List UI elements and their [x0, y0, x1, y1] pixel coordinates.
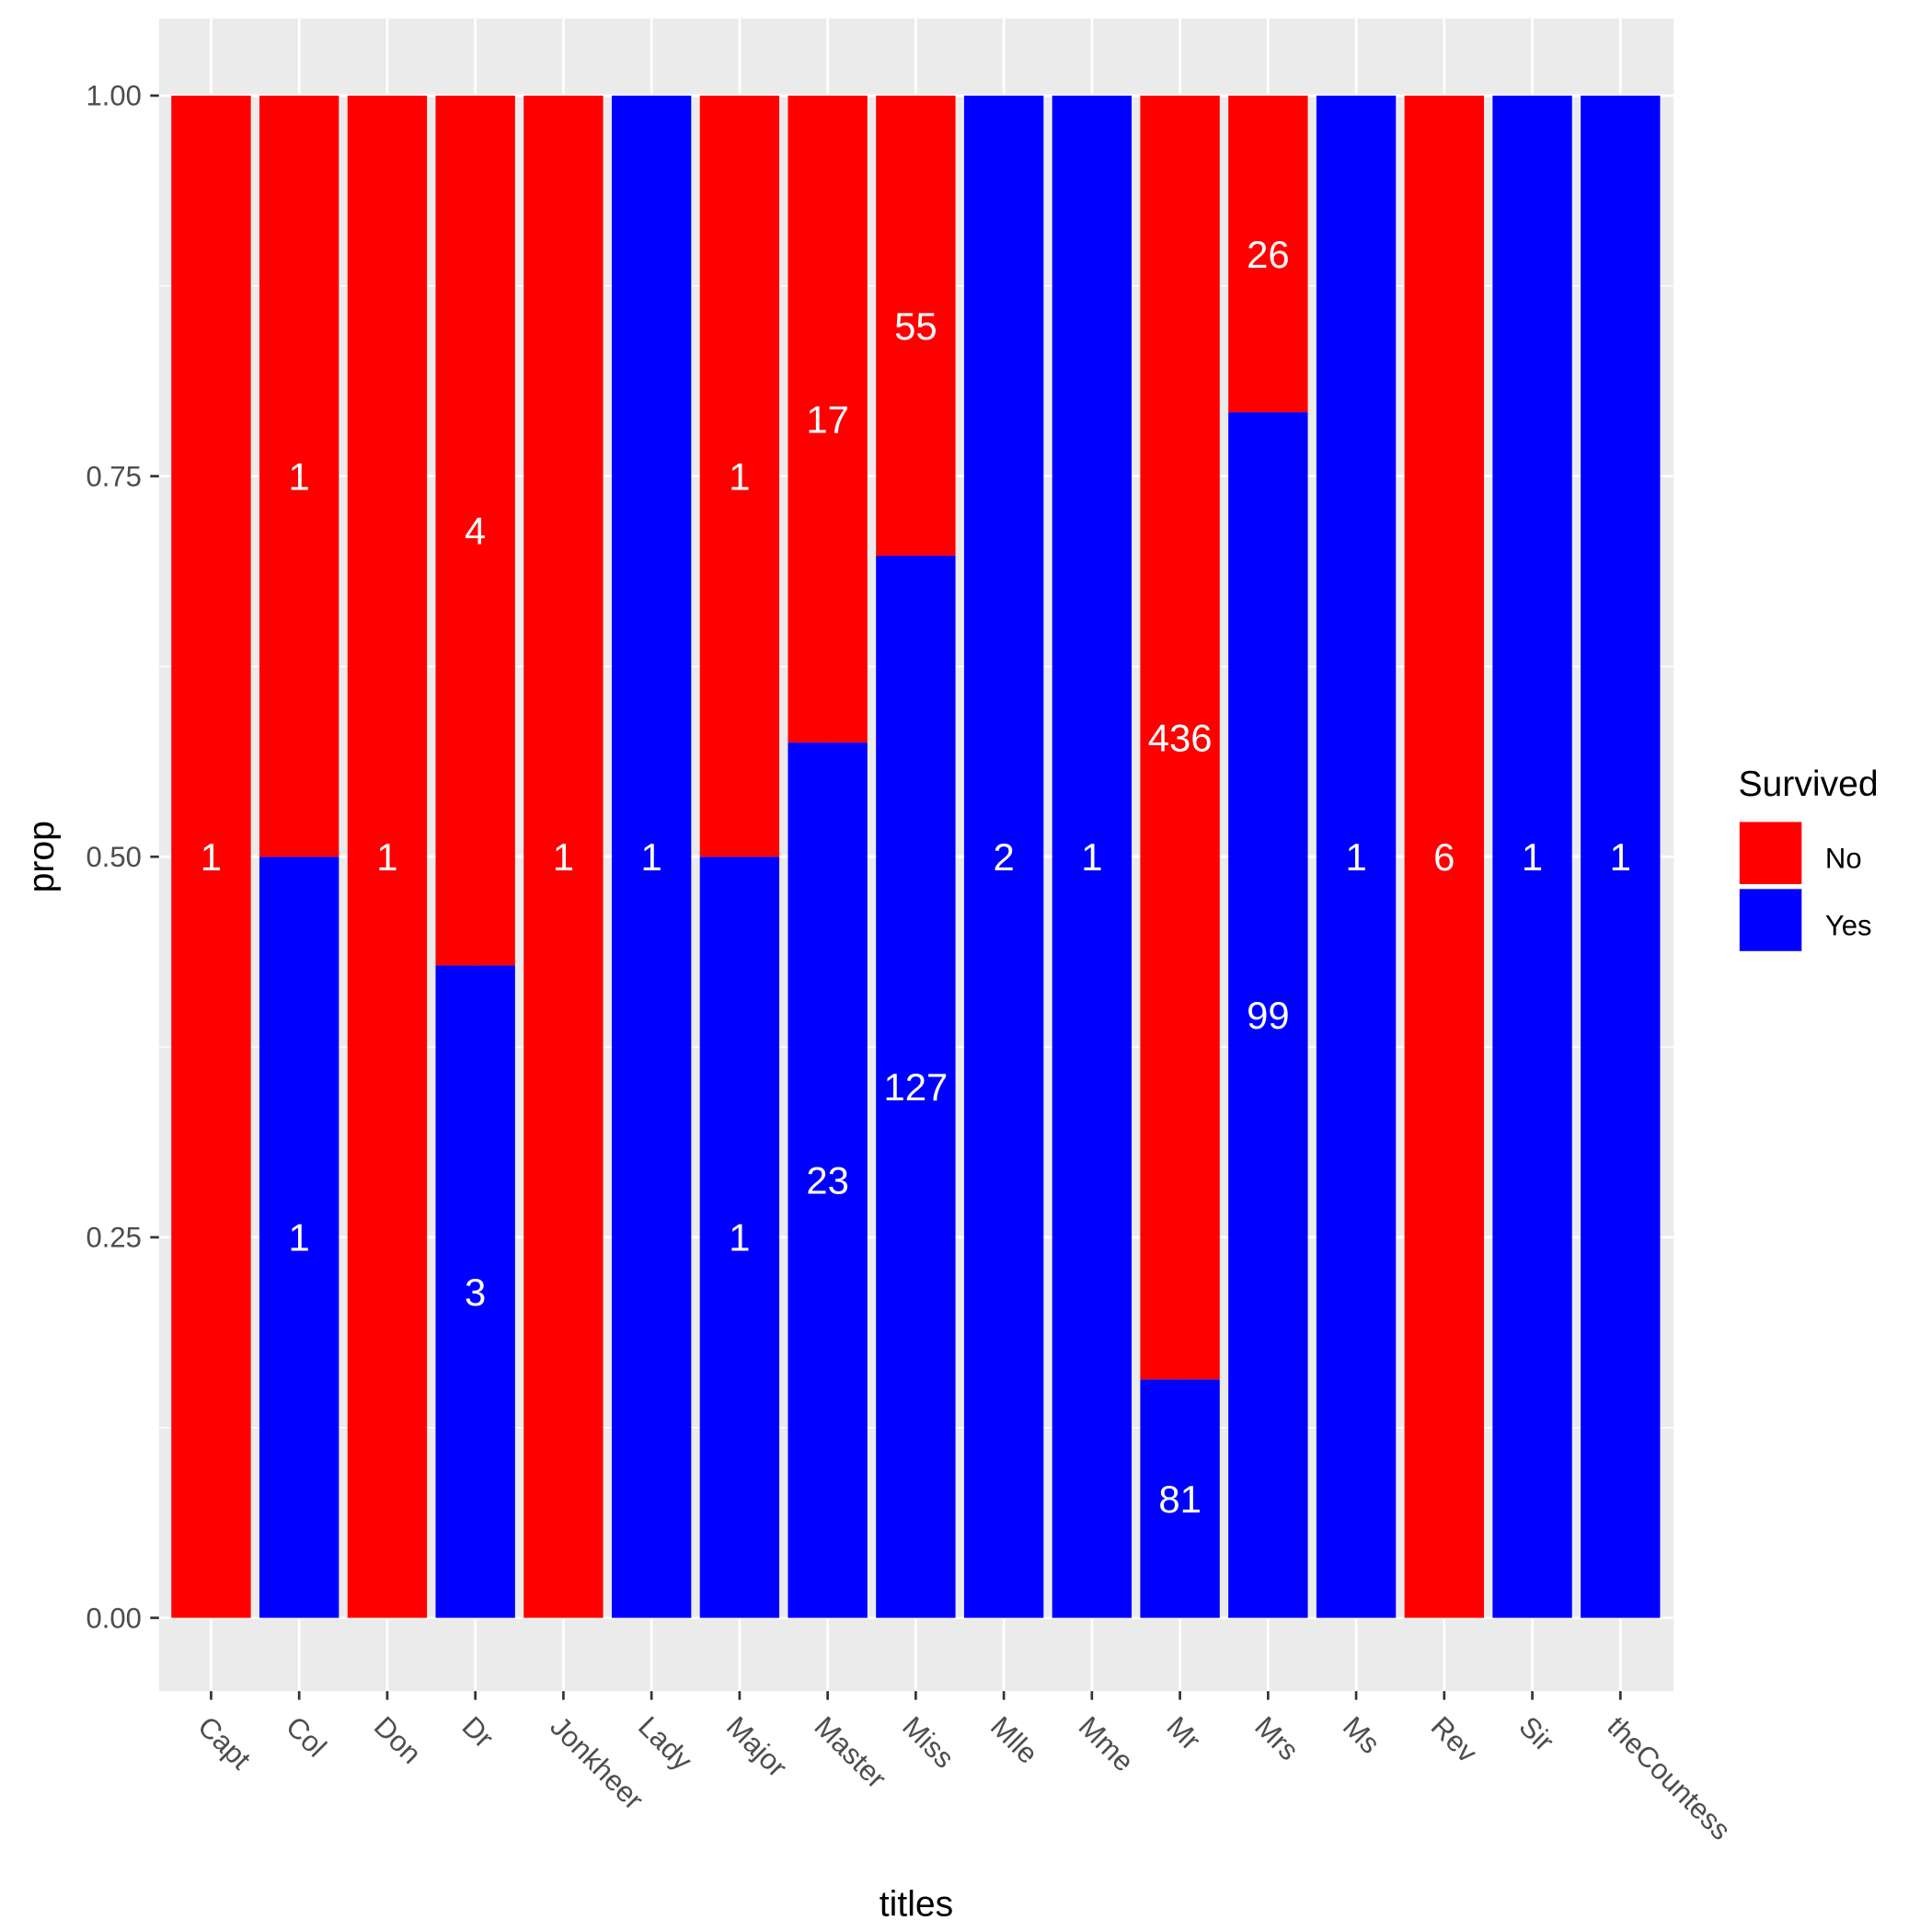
bar-label-yes: 127: [883, 1065, 948, 1109]
y-tick-label: 0.25: [86, 1222, 141, 1254]
bar-no: [1404, 95, 1485, 1618]
bar-label-yes: 81: [1158, 1478, 1202, 1521]
bar-label-no: 1: [289, 454, 310, 498]
bar-label-no: 1: [553, 835, 574, 879]
bar-no: [523, 95, 604, 1618]
x-tick-label: Capt: [191, 1710, 257, 1776]
bar-yes: [788, 742, 868, 1618]
legend-label-yes: Yes: [1825, 909, 1872, 941]
legend-key-yes: [1739, 889, 1802, 951]
x-tick-label: Major: [720, 1710, 794, 1784]
bar-no: [347, 95, 428, 1618]
bar-yes: [1052, 95, 1133, 1618]
bar-label-no: 436: [1148, 716, 1213, 759]
bar-no: [1228, 95, 1308, 413]
x-tick-label: Jonkheer: [544, 1710, 650, 1816]
bar-no: [876, 95, 956, 556]
bar-yes: [876, 555, 956, 1618]
x-tick-label: Rev: [1425, 1710, 1484, 1769]
legend-key-no: [1739, 822, 1802, 884]
bar-label-yes: 23: [806, 1159, 849, 1202]
y-tick-label: 1.00: [86, 80, 141, 112]
x-tick-label: Ms: [1337, 1710, 1386, 1760]
bar-label-yes: 1: [641, 835, 662, 879]
bar-label-no: 17: [806, 397, 849, 441]
x-tick-label: Mlle: [984, 1710, 1044, 1770]
x-tick-label: Col: [280, 1710, 333, 1764]
bar-yes: [1140, 1379, 1220, 1618]
bar-no: [435, 95, 515, 966]
x-tick-label: Mme: [1073, 1710, 1141, 1778]
bar-label-yes: 1: [289, 1216, 310, 1259]
bar-yes: [699, 857, 780, 1618]
bar-no: [1140, 95, 1220, 1380]
bar-label-no: 6: [1433, 835, 1455, 879]
x-tick-label: Mr: [1160, 1710, 1206, 1756]
bar-no: [699, 95, 780, 857]
bar-label-yes: 3: [465, 1271, 486, 1314]
bar-label-yes: 1: [1522, 835, 1543, 879]
bar-yes: [1228, 412, 1308, 1618]
bar-label-no: 26: [1247, 233, 1290, 276]
x-tick-label: theCountess: [1601, 1710, 1737, 1846]
bar-yes: [435, 965, 515, 1618]
y-axis: 0.00 0.25 0.50 0.75 1.00: [86, 80, 159, 1634]
bar-yes: [611, 95, 692, 1618]
bar-label-no: 4: [465, 510, 486, 553]
bar-yes: [1316, 95, 1397, 1618]
x-tick-label: Sir: [1512, 1710, 1560, 1758]
bar-label-yes: 1: [1345, 835, 1366, 879]
x-tick-label: Don: [368, 1710, 428, 1770]
bar-label-no: 1: [376, 835, 397, 879]
bar-yes: [1492, 95, 1572, 1618]
y-tick-label: 0.00: [86, 1602, 141, 1634]
y-axis-title: prop: [22, 821, 62, 892]
y-tick-label: 0.50: [86, 841, 141, 873]
y-tick-label: 0.75: [86, 460, 141, 492]
x-tick-label: Dr: [456, 1710, 500, 1754]
bar-label-no: 1: [729, 454, 750, 498]
bar-label-yes: 1: [1081, 835, 1102, 879]
bar-label-yes: 1: [729, 1216, 750, 1259]
bar-label-no: 55: [894, 305, 937, 348]
x-tick-label: Miss: [896, 1710, 960, 1775]
bar-no: [259, 95, 339, 857]
bar-label-yes: 99: [1247, 994, 1290, 1037]
x-tick-label: Lady: [632, 1710, 699, 1777]
legend-label-no: No: [1825, 842, 1862, 874]
bar-yes: [963, 95, 1044, 1618]
bar-yes: [1581, 95, 1661, 1618]
bar-label-yes: 1: [1610, 835, 1631, 879]
x-tick-label: Mrs: [1248, 1710, 1305, 1766]
bars: [171, 95, 1661, 1618]
legend: Survived No Yes: [1738, 765, 1879, 951]
x-axis-title: titles: [880, 1884, 953, 1924]
bar-label-no: 1: [201, 835, 222, 879]
x-tick-label: Master: [808, 1710, 892, 1795]
legend-title: Survived: [1738, 765, 1878, 804]
bar-label-yes: 2: [993, 835, 1014, 879]
bar-yes: [259, 857, 339, 1618]
bar-no: [788, 95, 868, 743]
bar-no: [171, 95, 251, 1618]
